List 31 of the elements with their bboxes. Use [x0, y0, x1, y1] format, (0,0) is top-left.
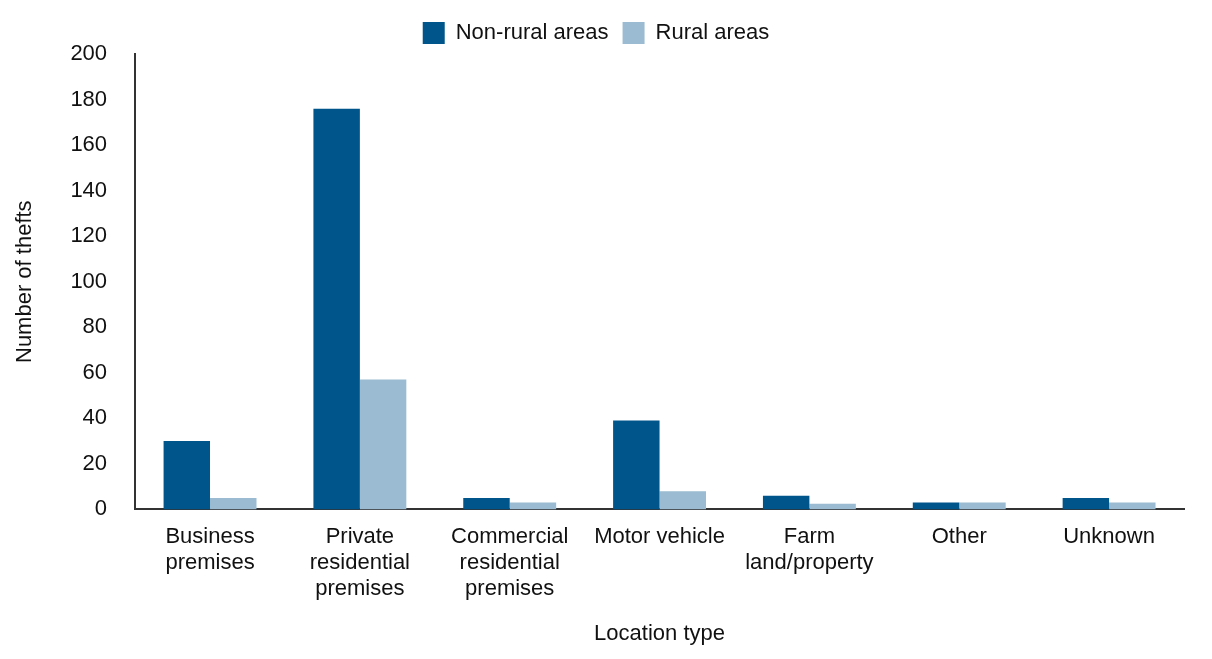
x-tick-label: Other [931, 522, 987, 548]
legend-label: Rural areas [655, 19, 770, 45]
x-tick-label: Farm land/property [745, 522, 874, 575]
y-tick-label: 20 [82, 449, 108, 475]
y-tick-label: 120 [70, 222, 108, 248]
y-tick-label: 160 [70, 131, 108, 157]
y-tick-label: 60 [82, 358, 108, 384]
y-tick-label: 80 [82, 313, 108, 339]
y-tick-label: 100 [70, 267, 108, 293]
bar [210, 498, 257, 510]
bar [313, 108, 360, 510]
bar [762, 495, 810, 510]
y-tick-label: 200 [70, 40, 108, 66]
x-tick-label: Commercial residential premises [451, 522, 569, 601]
y-tick-label: 0 [94, 495, 108, 521]
legend-label: Non-rural areas [455, 19, 609, 45]
x-tick-label: Private residential premises [309, 522, 411, 601]
y-tick-label: 40 [82, 404, 108, 430]
bar [163, 441, 211, 510]
bar [659, 491, 706, 510]
y-tick-label: 140 [70, 176, 108, 202]
bar [1062, 498, 1110, 510]
x-axis-title: Location type [594, 619, 725, 645]
y-tick-label: 180 [70, 85, 108, 111]
bar [463, 498, 510, 510]
bar [613, 420, 660, 510]
x-tick-label: Unknown [1063, 522, 1155, 548]
y-axis-title: Number of thefts [11, 200, 37, 364]
x-tick-label: Motor vehicle [594, 522, 725, 548]
x-tick-label: Business premises [165, 522, 255, 575]
bar [359, 379, 407, 510]
